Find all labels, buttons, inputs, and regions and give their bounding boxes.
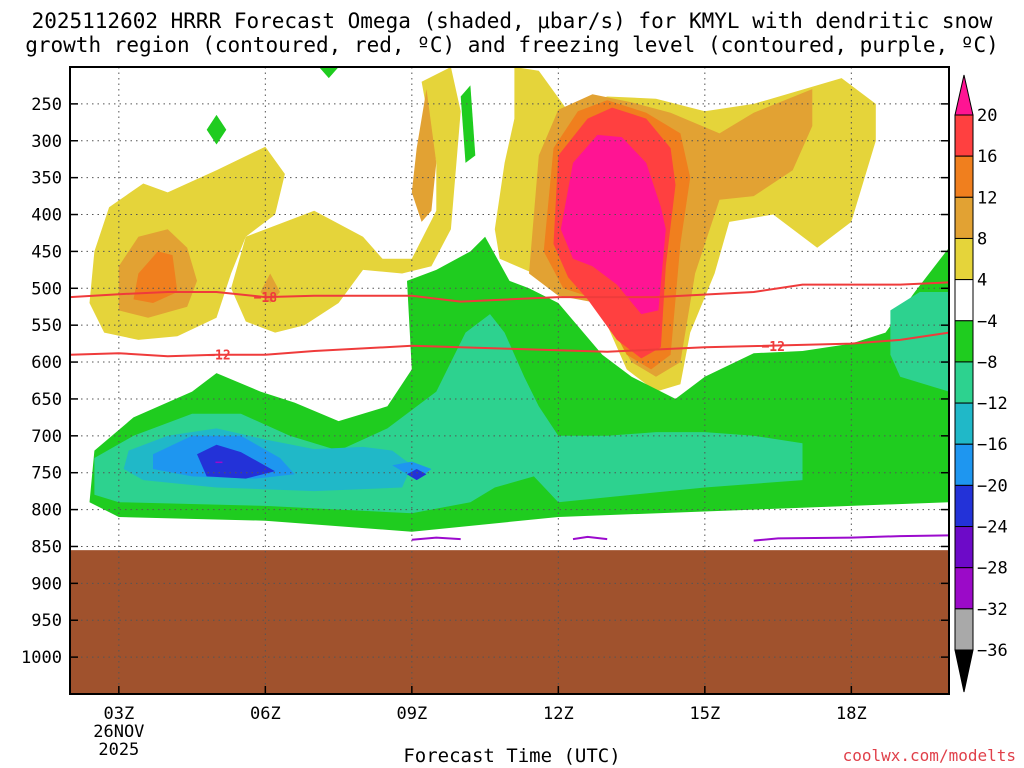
freezing-level-contour-0 (411, 536, 461, 541)
y-tick-label-500: 500 (31, 279, 62, 299)
dgz-minus18-contour (70, 281, 949, 303)
omega-region-7 (133, 251, 178, 303)
y-tick-label-300: 300 (31, 132, 62, 152)
x-axis-label: Forecast Time (UTC) (403, 745, 621, 767)
omega-min-marker: − (215, 456, 223, 471)
x-tick-label-06Z: 06Z (250, 704, 281, 724)
colorbar-box-8 (954, 402, 974, 445)
x-tick-label-15Z: 15Z (689, 704, 720, 724)
omega-region-11 (319, 67, 339, 79)
y-tick-label-700: 700 (31, 427, 62, 447)
colorbar-box-2 (954, 155, 974, 198)
omega-region-16 (890, 292, 949, 392)
dgz-minus12-label-2: −12 (761, 340, 784, 355)
colorbar-label-10: −24 (977, 518, 1008, 538)
colorbar-bottom-triangle (954, 649, 974, 693)
ground-fill (70, 550, 949, 694)
colorbar-box-3 (954, 196, 974, 239)
dgz-minus12-contour (70, 331, 949, 358)
dgz-minus12-label: −12 (207, 349, 230, 364)
y-tick-label-650: 650 (31, 390, 62, 410)
x-tick-label-09Z: 09Z (396, 704, 427, 724)
colorbar: 20 16 12 8 4 −4 −8 −12 −16 −20 −24 −28 −32 −36 (954, 74, 1008, 693)
colorbar-box-10 (954, 484, 974, 528)
dgz-minus18-label: −18 (254, 291, 278, 306)
colorbar-label-4: 4 (977, 271, 987, 291)
omega-region-21 (407, 469, 427, 481)
plot-area: −18 −12 −12 − (70, 67, 949, 694)
colorbar-box-1 (954, 114, 974, 157)
y-tick-label-350: 350 (31, 169, 62, 189)
y-tick-label-450: 450 (31, 242, 62, 262)
colorbar-label-11: −28 (977, 559, 1008, 579)
omega-region-1 (231, 67, 461, 333)
colorbar-label-9: −20 (977, 476, 1008, 496)
y-tick-label-900: 900 (31, 574, 62, 594)
plot-frame (69, 66, 950, 695)
colorbar-box-4 (954, 237, 974, 281)
colorbar-box-5 (954, 279, 974, 322)
colorbar-label-6: −8 (977, 353, 997, 373)
y-tick-label-950: 950 (31, 611, 62, 631)
omega-region-10 (560, 134, 666, 315)
colorbar-box-7 (954, 361, 974, 404)
colorbar-label-12: −32 (977, 600, 1008, 620)
y-tick-label-1000: 1000 (21, 648, 62, 668)
colorbar-top-triangle (954, 74, 974, 116)
x-tick-label-18Z: 18Z (836, 704, 867, 724)
colorbar-label-8: −16 (977, 435, 1008, 455)
source-credit[interactable]: coolwx.com/modelts (842, 746, 1016, 765)
y-tick-label-400: 400 (31, 206, 62, 226)
colorbar-box-6 (954, 320, 974, 363)
colorbar-box-12 (954, 567, 974, 610)
omega-region-4 (411, 89, 437, 222)
y-tick-label-600: 600 (31, 353, 62, 373)
x-year-label: 2025 (98, 740, 139, 760)
omega-region-6 (260, 273, 280, 303)
x-date-label: 26NOV (93, 722, 144, 742)
colorbar-label-1: 16 (977, 147, 997, 167)
y-tick-label-850: 850 (31, 537, 62, 557)
colorbar-label-5: −4 (977, 312, 997, 332)
colorbar-label-2: 12 (977, 188, 997, 208)
chart-title-line2: growth region (contoured, red, ºC) and f… (25, 33, 999, 57)
colorbar-label-3: 8 (977, 229, 987, 249)
freezing-level-contour-1 (572, 535, 608, 541)
freezing-level-contour-2 (753, 534, 949, 542)
axes: 250 300 350 400 450 500 550 600 650 700 750 800 850 9… (21, 66, 950, 760)
x-tick-label-12Z: 12Z (543, 704, 574, 724)
x-tick-label-03Z: 03Z (103, 704, 134, 724)
colorbar-label-13: −36 (977, 641, 1008, 661)
chart-title-line1: 2025112602 HRRR Forecast Omega (shaded, … (31, 9, 993, 33)
colorbar-box-9 (954, 443, 974, 486)
omega-region-20 (197, 444, 276, 479)
colorbar-box-13 (954, 608, 974, 651)
omega-region-12 (206, 114, 227, 145)
y-tick-label-250: 250 (31, 95, 62, 115)
y-tick-label-800: 800 (31, 501, 62, 521)
y-tick-label-550: 550 (31, 316, 62, 336)
colorbar-label-7: −12 (977, 394, 1008, 414)
colorbar-box-11 (954, 526, 974, 569)
omega-region-13 (460, 85, 476, 163)
colorbar-label-0: 20 (977, 106, 997, 126)
y-tick-label-750: 750 (31, 464, 62, 484)
